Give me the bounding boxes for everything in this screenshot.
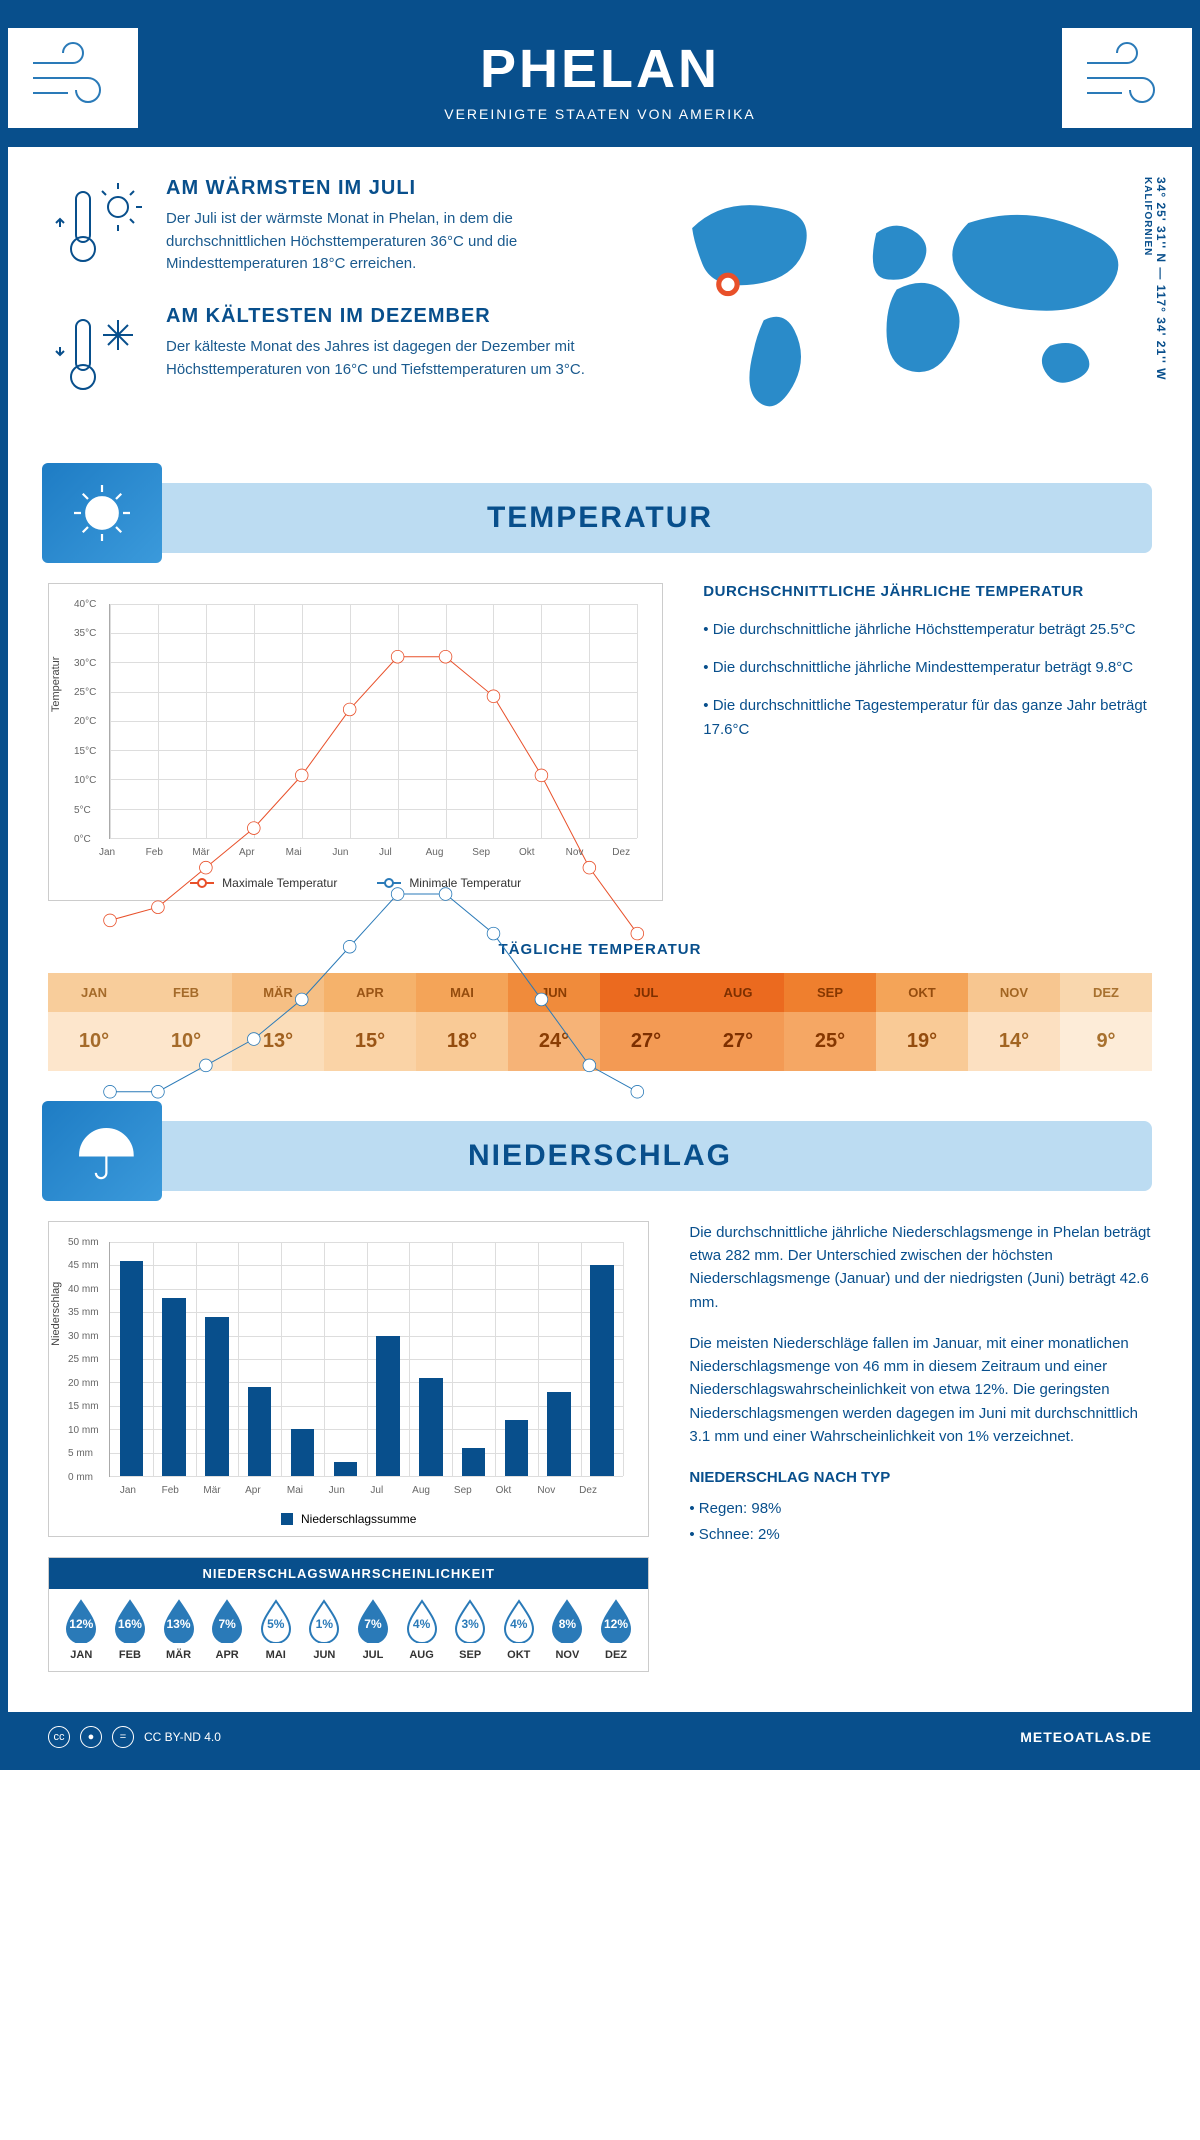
prob-cell: 5%MAI bbox=[251, 1599, 300, 1661]
temp-cell: SEP25° bbox=[784, 973, 876, 1071]
warmest-title: AM WÄRMSTEN IM JULI bbox=[166, 177, 611, 200]
footer-site: METEOATLAS.DE bbox=[1020, 1729, 1152, 1745]
prob-cell: 1%JUN bbox=[300, 1599, 349, 1661]
precip-info: Die durchschnittliche jährliche Niedersc… bbox=[689, 1221, 1152, 1672]
wind-icon-right bbox=[1062, 28, 1192, 128]
header: PHELAN VEREINIGTE STAATEN VON AMERIKA bbox=[8, 8, 1192, 147]
temp-section: Temperatur 0°C5°C10°C15°C20°C25°C30°C35°… bbox=[8, 553, 1192, 911]
world-map bbox=[641, 177, 1152, 443]
prob-cell: 12%JAN bbox=[57, 1599, 106, 1661]
prob-cell: 4%AUG bbox=[397, 1599, 446, 1661]
page: PHELAN VEREINIGTE STAATEN VON AMERIKA AM… bbox=[0, 0, 1200, 1770]
prob-cell: 8%NOV bbox=[543, 1599, 592, 1661]
precip-chart: Niederschlag 0 mm5 mm10 mm15 mm20 mm25 m… bbox=[48, 1221, 649, 1537]
temp-cell: AUG27° bbox=[692, 973, 784, 1071]
temp-info: DURCHSCHNITTLICHE JÄHRLICHE TEMPERATUR •… bbox=[703, 583, 1152, 901]
by-icon: ● bbox=[80, 1726, 102, 1748]
temp-cell: NOV14° bbox=[968, 973, 1060, 1071]
prob-cell: 4%OKT bbox=[494, 1599, 543, 1661]
location-subtitle: VEREINIGTE STAATEN VON AMERIKA bbox=[28, 106, 1172, 122]
coordinates: 34° 25' 31'' N — 117° 34' 21'' W KALIFOR… bbox=[1140, 177, 1168, 443]
sun-icon bbox=[42, 463, 162, 563]
precip-banner: NIEDERSCHLAG bbox=[48, 1121, 1152, 1191]
thermometer-sun-icon bbox=[48, 177, 148, 277]
coldest-block: AM KÄLTESTEN IM DEZEMBER Der kälteste Mo… bbox=[48, 305, 611, 405]
nd-icon: = bbox=[112, 1726, 134, 1748]
prob-cell: 7%JUL bbox=[349, 1599, 398, 1661]
warmest-block: AM WÄRMSTEN IM JULI Der Juli ist der wär… bbox=[48, 177, 611, 277]
location-title: PHELAN bbox=[28, 38, 1172, 100]
prob-cell: 3%SEP bbox=[446, 1599, 495, 1661]
warmest-text: Der Juli ist der wärmste Monat in Phelan… bbox=[166, 208, 611, 276]
prob-cell: 16%FEB bbox=[106, 1599, 155, 1661]
umbrella-icon bbox=[42, 1101, 162, 1201]
coldest-title: AM KÄLTESTEN IM DEZEMBER bbox=[166, 305, 611, 328]
precip-section: Niederschlag 0 mm5 mm10 mm15 mm20 mm25 m… bbox=[8, 1191, 1192, 1692]
thermometer-snow-icon bbox=[48, 305, 148, 405]
temp-cell: OKT19° bbox=[876, 973, 968, 1071]
coldest-text: Der kälteste Monat des Jahres ist dagege… bbox=[166, 336, 611, 381]
location-marker bbox=[718, 275, 736, 293]
temperature-banner: TEMPERATUR bbox=[48, 483, 1152, 553]
cc-icon: cc bbox=[48, 1726, 70, 1748]
prob-cell: 12%DEZ bbox=[592, 1599, 641, 1661]
intro-section: AM WÄRMSTEN IM JULI Der Juli ist der wär… bbox=[8, 147, 1192, 463]
prob-cell: 13%MÄR bbox=[154, 1599, 203, 1661]
prob-cell: 7%APR bbox=[203, 1599, 252, 1661]
wind-icon-left bbox=[8, 28, 138, 128]
temp-cell: DEZ9° bbox=[1060, 973, 1152, 1071]
temp-chart: Temperatur 0°C5°C10°C15°C20°C25°C30°C35°… bbox=[48, 583, 663, 901]
precip-probability: NIEDERSCHLAGSWAHRSCHEINLICHKEIT 12%JAN16… bbox=[48, 1557, 649, 1672]
footer: cc ● = CC BY-ND 4.0 METEOATLAS.DE bbox=[8, 1712, 1192, 1762]
